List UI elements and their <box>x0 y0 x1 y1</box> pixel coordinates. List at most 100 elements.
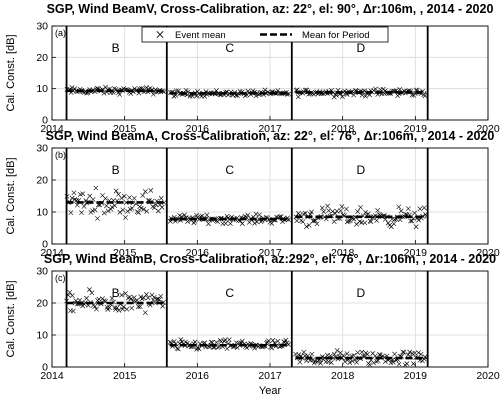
event-mean-point <box>417 206 423 212</box>
period-label-B: B <box>112 286 120 300</box>
event-mean-point <box>321 209 327 215</box>
event-mean-point <box>304 224 309 229</box>
event-mean-point <box>128 296 134 302</box>
event-mean-point <box>135 304 141 310</box>
event-mean-point <box>262 87 268 93</box>
y-tick-label: 10 <box>36 330 48 342</box>
event-mean-point <box>339 204 345 209</box>
x-tick-label: 2017 <box>258 370 282 382</box>
event-mean-point <box>182 212 187 218</box>
event-mean-point <box>67 289 73 295</box>
event-mean-point <box>144 292 149 297</box>
event-mean-point <box>300 219 306 225</box>
event-mean-point <box>309 209 314 215</box>
event-mean-point <box>187 93 193 99</box>
event-mean-point <box>344 351 350 357</box>
event-mean-point <box>159 204 165 210</box>
event-mean-point <box>297 359 303 365</box>
event-mean-point <box>266 338 271 344</box>
event-mean-point <box>71 190 77 196</box>
event-mean-point <box>153 300 158 306</box>
event-mean-point <box>380 86 386 92</box>
y-tick-label: 20 <box>36 52 48 64</box>
event-mean-point <box>127 206 133 212</box>
event-mean-point <box>333 92 339 98</box>
event-mean-point <box>328 360 334 365</box>
event-mean-point <box>397 217 403 223</box>
event-mean-point <box>68 210 74 216</box>
event-mean-point <box>178 337 184 342</box>
event-mean-point <box>81 203 87 209</box>
event-mean-point <box>145 295 151 301</box>
event-mean-point <box>90 196 96 202</box>
event-mean-point <box>89 290 95 296</box>
event-mean-point <box>309 351 315 357</box>
event-mean-point <box>283 337 289 343</box>
event-mean-point <box>144 208 150 214</box>
event-mean-point <box>365 351 370 357</box>
event-mean-point <box>270 337 276 343</box>
event-mean-point <box>69 85 75 91</box>
event-mean-point <box>286 217 291 223</box>
event-mean-point <box>117 209 123 215</box>
panel-label: (a) <box>55 28 66 38</box>
event-mean-point <box>338 208 343 214</box>
event-mean-point <box>349 358 355 364</box>
event-mean-point <box>275 338 281 344</box>
event-mean-point <box>199 213 205 219</box>
event-mean-point <box>301 349 307 355</box>
event-mean-point <box>217 337 223 343</box>
y-axis-label: Cal. Const. [dB] <box>5 280 17 357</box>
panel-title: SGP, Wind BeamB, Cross-Calibration, az:2… <box>44 252 496 266</box>
event-mean-point <box>65 292 71 298</box>
event-mean-point <box>129 305 135 311</box>
event-mean-point <box>113 188 119 194</box>
x-tick-label: 2015 <box>113 123 137 135</box>
event-mean-point <box>245 212 251 218</box>
event-mean-point <box>109 204 115 210</box>
event-mean-point <box>411 361 416 367</box>
panel-label: (b) <box>55 150 66 160</box>
event-mean-point <box>331 351 337 357</box>
panel-title: SGP, Wind BeamV, Cross-Calibration, az: … <box>47 2 494 16</box>
event-mean-point <box>150 91 156 97</box>
event-mean-point <box>405 206 411 212</box>
x-tick-label: 2017 <box>258 247 282 259</box>
x-tick-label: 2016 <box>186 370 210 382</box>
event-mean-point <box>314 221 320 227</box>
event-mean-point <box>137 304 143 310</box>
y-tick-label: 30 <box>36 21 48 33</box>
event-mean-point <box>69 293 75 298</box>
event-mean-point <box>346 218 351 224</box>
event-mean-point <box>331 94 337 100</box>
x-tick-label: 2020 <box>476 370 500 382</box>
event-mean-point <box>421 205 427 211</box>
event-mean-point <box>95 216 100 221</box>
event-mean-point <box>347 360 353 366</box>
event-mean-point <box>374 218 380 223</box>
panel-title: SGP, Wind BeamA, Cross-Calibration, az: … <box>46 129 495 143</box>
y-tick-label: 30 <box>36 143 48 155</box>
event-mean-point <box>318 360 324 366</box>
period-label-C: C <box>225 41 234 55</box>
event-mean-point <box>109 295 115 301</box>
event-mean-point <box>204 212 210 218</box>
event-mean-point <box>120 207 126 213</box>
event-mean-point <box>375 207 381 213</box>
event-mean-point <box>423 212 428 217</box>
event-mean-point <box>302 210 308 216</box>
event-mean-point <box>117 92 123 97</box>
event-mean-point <box>239 338 245 344</box>
event-mean-point <box>119 195 124 201</box>
event-mean-point <box>222 338 227 344</box>
event-mean-point <box>319 205 325 211</box>
event-mean-point <box>206 221 211 227</box>
event-mean-point <box>294 218 300 224</box>
event-mean-point <box>208 339 214 345</box>
period-label-B: B <box>112 163 120 177</box>
event-mean-point <box>120 306 125 312</box>
event-mean-point <box>112 203 118 209</box>
event-mean-point <box>385 220 391 226</box>
event-mean-point <box>355 209 361 215</box>
x-tick-label: 2019 <box>404 370 428 382</box>
